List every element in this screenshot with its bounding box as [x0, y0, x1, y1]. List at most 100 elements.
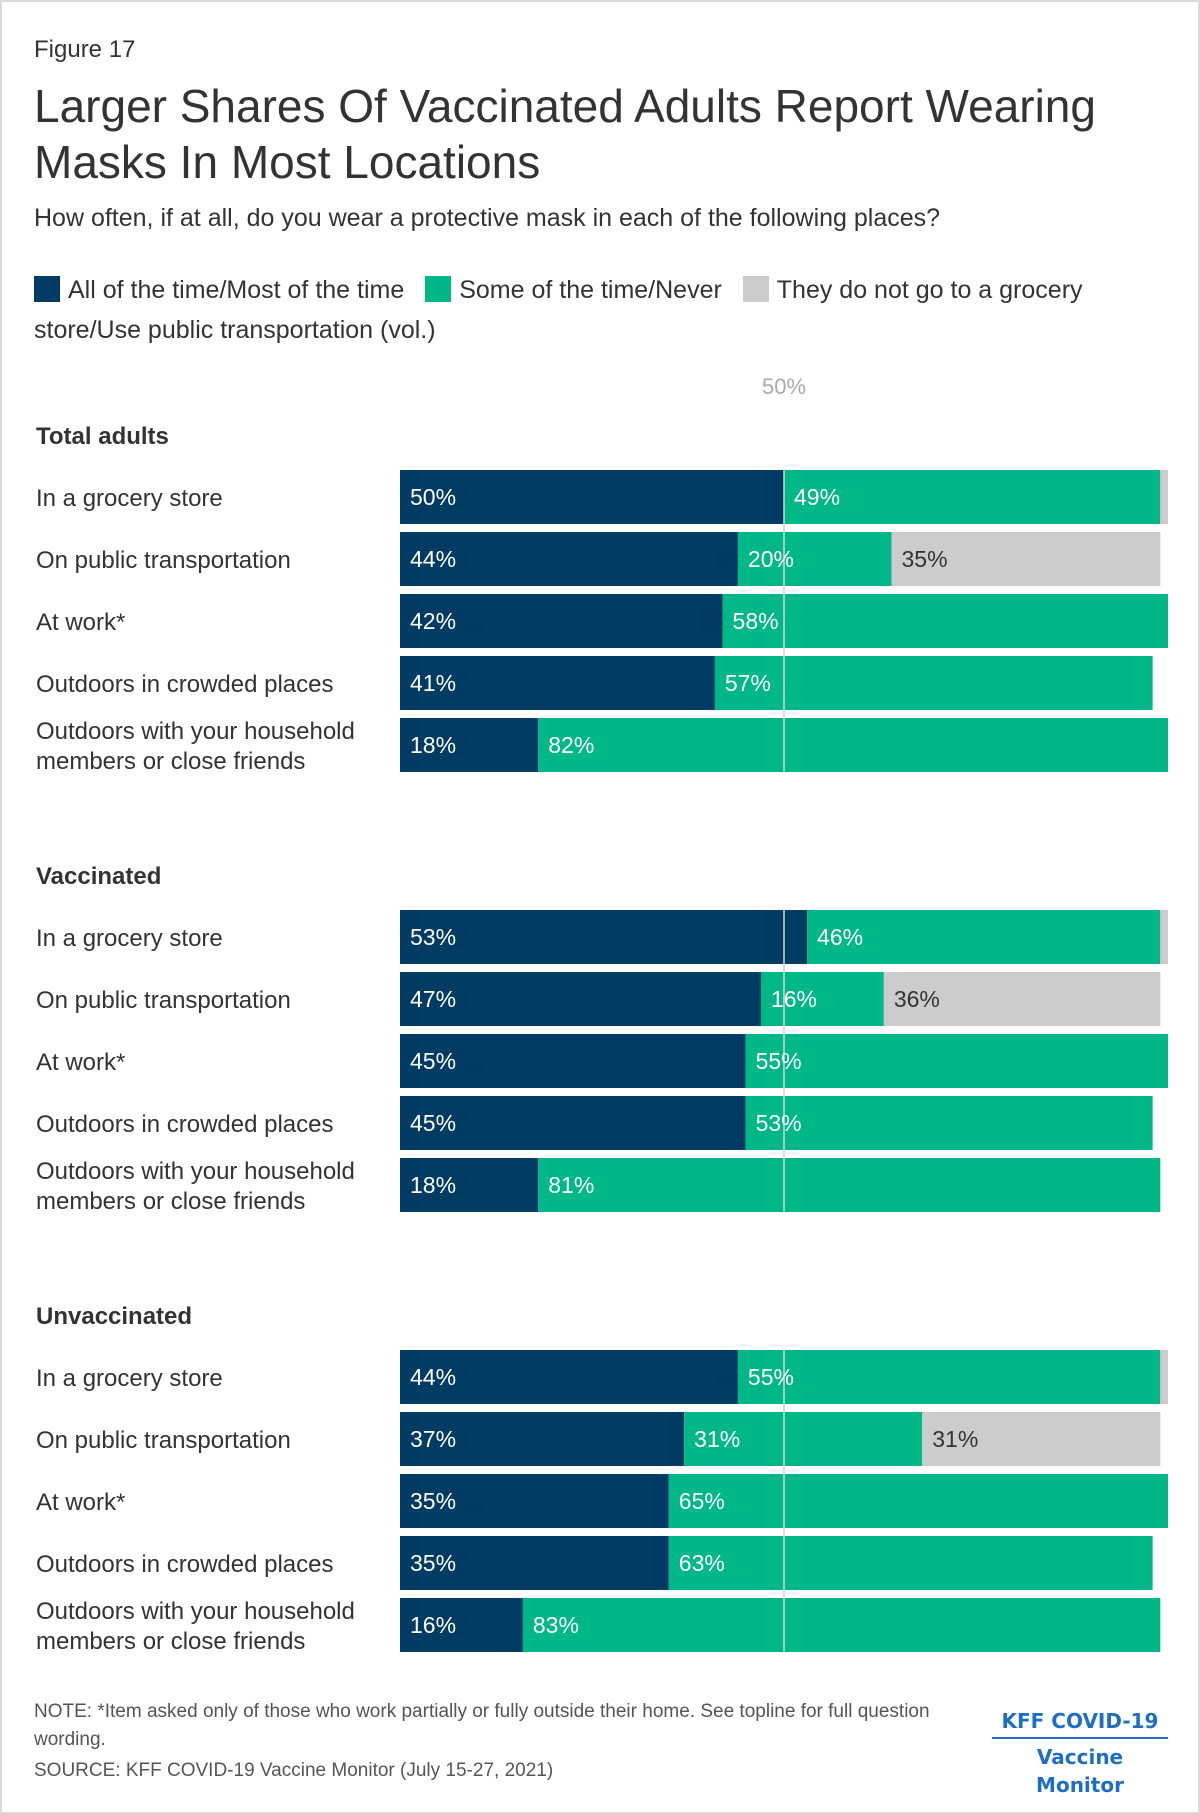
value-label-most: 45% [410, 1048, 456, 1074]
legend-label-most: All of the time/Most of the time [68, 276, 405, 304]
bar-segment-most [400, 718, 539, 772]
bar-segment-some [807, 910, 1161, 964]
bar-segment-some [745, 1096, 1153, 1150]
bar-segment-dont-go [1160, 470, 1168, 524]
bar-segment-dont-go [1160, 910, 1168, 964]
bar-segment-dont-go [883, 972, 1161, 1026]
bar-segment-dont-go [1160, 1350, 1168, 1404]
value-label-most: 37% [410, 1426, 456, 1452]
legend-swatch-some [425, 276, 452, 302]
bar-segment-some [737, 1350, 1161, 1404]
value-label-some: 53% [756, 1110, 802, 1136]
group-label-total-adults: Total adults [36, 423, 169, 450]
row-label-line1: Outdoors with your household [36, 718, 355, 745]
legend-item-most: All of the time/Most of the time [34, 276, 404, 304]
group-label-vaccinated: Vaccinated [36, 863, 161, 890]
bar-segment-most [400, 1598, 523, 1652]
legend-swatch-dont-go [742, 276, 769, 302]
bar-segment-most [400, 1034, 746, 1088]
group-label-unvaccinated: Unvaccinated [36, 1303, 192, 1330]
kff-logo: KFF COVID-19 Vaccine Monitor [992, 1707, 1168, 1799]
bar-segment-most [400, 1536, 669, 1590]
bar-segment-some [538, 1158, 1161, 1212]
bar-segment-dont-go [891, 532, 1161, 586]
chart-subtitle: How often, if at all, do you wear a prot… [34, 204, 941, 232]
value-label-dont-go: 31% [932, 1426, 978, 1452]
bar-segment-most [400, 1096, 746, 1150]
bar-segment-most [400, 1158, 539, 1212]
value-label-some: 20% [748, 546, 794, 572]
value-label-most: 47% [410, 986, 456, 1012]
row-label: In a grocery store [36, 1365, 223, 1392]
bar-segment-some [538, 718, 1168, 772]
bar-segment-some [722, 594, 1168, 648]
legend-label-dont-go: They do not go to a grocery store/Use pu… [34, 276, 1083, 344]
value-label-most: 16% [410, 1612, 456, 1638]
row-label: In a grocery store [36, 925, 223, 952]
row-label: In a grocery store [36, 485, 223, 512]
row-label: Outdoors in crowded places [36, 1111, 334, 1138]
bar-segment-some [714, 656, 1153, 710]
value-label-some: 63% [679, 1550, 725, 1576]
source-note: SOURCE: KFF COVID-19 Vaccine Monitor (Ju… [34, 1760, 554, 1781]
legend-item-some: Some of the time/Never [425, 276, 722, 304]
bar-segment-some [745, 1034, 1168, 1088]
value-label-most: 41% [410, 670, 456, 696]
row-label: On public transportation [36, 547, 291, 574]
row-label: Outdoors in crowded places [36, 1551, 334, 1578]
bar-segment-some [522, 1598, 1161, 1652]
bar-segment-most [400, 1350, 738, 1404]
value-label-most: 44% [410, 1364, 456, 1390]
bar-segment-dont-go [922, 1412, 1161, 1466]
value-label-most: 18% [410, 732, 456, 758]
bar-segment-some [784, 470, 1161, 524]
bar-segment-some [760, 972, 884, 1026]
value-label-most: 18% [410, 1172, 456, 1198]
bar-segment-most [400, 972, 761, 1026]
row-label-line1: Outdoors with your household [36, 1598, 355, 1625]
value-label-some: 81% [548, 1172, 594, 1198]
logo-line-1: KFF COVID-19 [1001, 1709, 1159, 1733]
value-label-some: 57% [725, 670, 771, 696]
row-label: On public transportation [36, 1427, 291, 1454]
row-label-line2: members or close friends [36, 748, 305, 775]
row-label-line2: members or close friends [36, 1628, 305, 1655]
value-label-some: 31% [694, 1426, 740, 1452]
bar-segment-some [684, 1412, 923, 1466]
value-label-some: 16% [771, 986, 817, 1012]
value-label-some: 55% [756, 1048, 802, 1074]
bar-segment-most [400, 532, 738, 586]
value-label-most: 35% [410, 1488, 456, 1514]
legend-label-some: Some of the time/Never [459, 276, 722, 304]
value-label-dont-go: 35% [902, 546, 948, 572]
value-label-most: 35% [410, 1550, 456, 1576]
row-label: At work* [36, 1049, 125, 1076]
chart-title: Larger Shares Of Vaccinated Adults Repor… [34, 80, 1096, 188]
row-label: At work* [36, 1489, 125, 1516]
value-label-some: 82% [548, 732, 594, 758]
bar-segment-some [668, 1474, 1168, 1528]
footnote: NOTE: *Item asked only of those who work… [34, 1701, 930, 1750]
value-label-most: 42% [410, 608, 456, 634]
bar-segment-most [400, 910, 808, 964]
bar-segment-some [737, 532, 892, 586]
bar-segment-some [668, 1536, 1153, 1590]
value-label-most: 44% [410, 546, 456, 572]
row-label-line1: Outdoors with your household [36, 1158, 355, 1185]
value-label-some: 65% [679, 1488, 725, 1514]
legend-swatch-most [34, 276, 60, 302]
reference-line-label: 50% [762, 374, 806, 399]
logo-line-2: Vaccine Monitor [1036, 1745, 1124, 1797]
bar-segment-most [400, 1412, 685, 1466]
value-label-some: 83% [533, 1612, 579, 1638]
legend: All of the time/Most of the time Some of… [34, 270, 1164, 350]
row-label-line2: members or close friends [36, 1188, 305, 1215]
bar-segment-most [400, 656, 715, 710]
row-label: On public transportation [36, 987, 291, 1014]
value-label-most: 53% [410, 924, 456, 950]
bar-segment-most [400, 594, 723, 648]
value-label-most: 45% [410, 1110, 456, 1136]
bar-segment-most [400, 470, 784, 524]
value-label-some: 58% [733, 608, 779, 634]
